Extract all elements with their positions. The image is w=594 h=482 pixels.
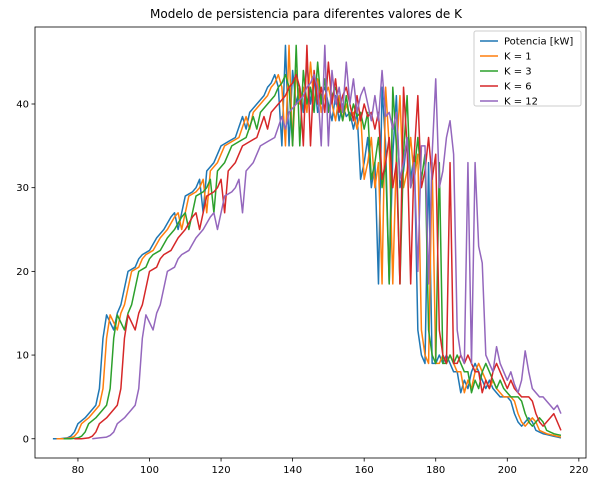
x-axis: 80 100 120 140 160 180 200 220 [72, 458, 588, 476]
series-line-3 [74, 44, 562, 440]
series-line-4 [92, 44, 562, 440]
legend-label-2: K = 3 [504, 67, 532, 78]
x-tick-label: 80 [72, 465, 85, 476]
axes-frame [34, 26, 587, 459]
x-tick-label: 180 [426, 465, 445, 476]
legend-label-4: K = 12 [504, 97, 538, 108]
y-tick-label: 30 [16, 183, 29, 194]
y-tick-label: 40 [16, 99, 29, 110]
y-tick-label: 20 [16, 267, 29, 278]
chart-title: Modelo de persistencia para diferentes v… [150, 7, 463, 21]
plot-area [52, 44, 562, 440]
x-tick-label: 200 [498, 465, 517, 476]
legend-label-0: Potencia [kW] [504, 37, 573, 48]
x-tick-label: 220 [569, 465, 588, 476]
x-tick-label: 120 [212, 465, 231, 476]
x-tick-label: 100 [140, 465, 159, 476]
y-axis: 0 10 20 30 40 [16, 99, 35, 445]
y-tick-label: 0 [23, 434, 29, 445]
series-line-2 [63, 44, 562, 440]
x-tick-label: 160 [355, 465, 374, 476]
legend-label-1: K = 1 [504, 52, 532, 63]
y-tick-label: 10 [16, 351, 29, 362]
legend-box [473, 30, 582, 107]
legend-label-3: K = 6 [504, 82, 532, 93]
x-tick-label: 140 [283, 465, 302, 476]
legend: Potencia [kW] K = 1 K = 3 K = 6 K = 12 [473, 30, 582, 108]
